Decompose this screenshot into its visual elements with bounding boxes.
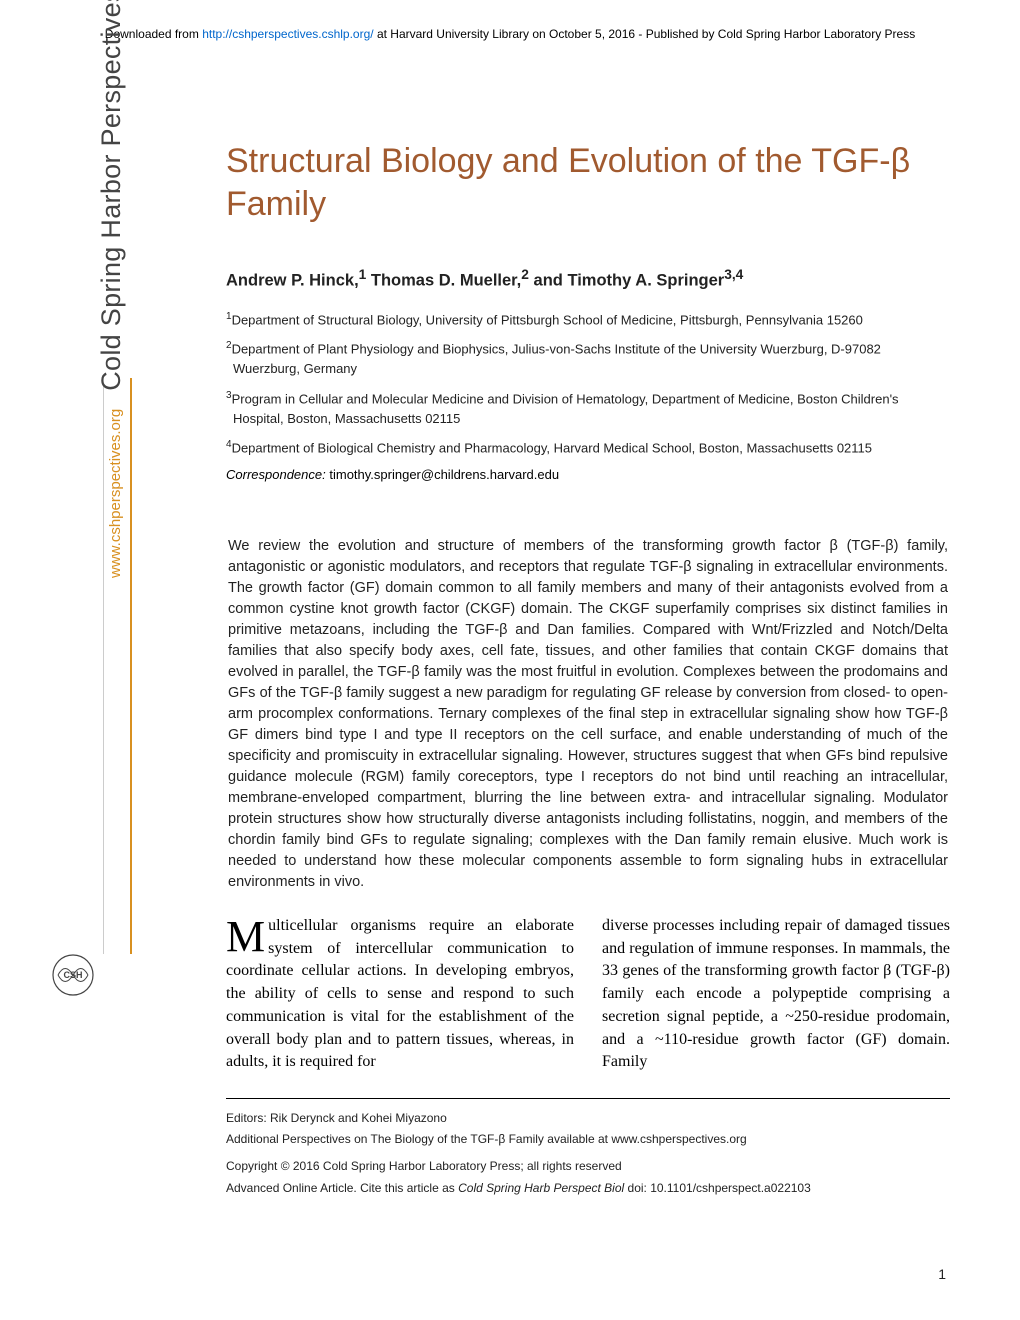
affiliation-3: 3Program in Cellular and Molecular Medic… bbox=[226, 388, 950, 430]
download-header: Downloaded from http://cshperspectives.c… bbox=[0, 0, 1020, 43]
affiliation-1: 1Department of Structural Biology, Unive… bbox=[226, 309, 950, 330]
journal-url: www.cshperspectives.org bbox=[107, 409, 124, 578]
sidebar-divider-accent bbox=[130, 378, 132, 954]
csh-logo: CSH bbox=[48, 950, 98, 1000]
editors-line: Editors: Rik Derynck and Kohei Miyazono bbox=[226, 1109, 950, 1128]
body-columns: Multicellular organisms require an elabo… bbox=[226, 915, 950, 1074]
correspondence-label: Correspondence: bbox=[226, 467, 326, 482]
download-url[interactable]: http://cshperspectives.cshlp.org/ bbox=[202, 27, 373, 41]
additional-perspectives-line: Additional Perspectives on The Biology o… bbox=[226, 1130, 950, 1149]
download-suffix: at Harvard University Library on October… bbox=[374, 27, 916, 41]
affiliation-4: 4Department of Biological Chemistry and … bbox=[226, 437, 950, 458]
body-column-left: Multicellular organisms require an elabo… bbox=[226, 915, 574, 1074]
cite-prefix: Advanced Online Article. Cite this artic… bbox=[226, 1181, 458, 1195]
main-content: Structural Biology and Evolution of the … bbox=[226, 140, 950, 1200]
correspondence: Correspondence: timothy.springer@childre… bbox=[226, 467, 950, 482]
abstract: We review the evolution and structure of… bbox=[226, 536, 950, 893]
affiliations: 1Department of Structural Biology, Unive… bbox=[226, 309, 950, 459]
affiliation-2: 2Department of Plant Physiology and Biop… bbox=[226, 338, 950, 380]
body-column-right: diverse processes including repair of da… bbox=[602, 915, 950, 1074]
cite-journal: Cold Spring Harb Perspect Biol bbox=[458, 1181, 624, 1195]
journal-name: Cold Spring Harbor Perspectives in Biolo… bbox=[96, 0, 127, 391]
cite-suffix: doi: 10.1101/cshperspect.a022103 bbox=[624, 1181, 811, 1195]
svg-text:CSH: CSH bbox=[63, 970, 82, 980]
page-number: 1 bbox=[938, 1266, 946, 1282]
footer-divider bbox=[226, 1098, 950, 1099]
article-title: Structural Biology and Evolution of the … bbox=[226, 140, 950, 225]
authors: Andrew P. Hinck,1 Thomas D. Mueller,2 an… bbox=[226, 267, 950, 291]
copyright-line: Copyright © 2016 Cold Spring Harbor Labo… bbox=[226, 1157, 950, 1176]
dropcap: M bbox=[226, 915, 268, 955]
correspondence-email: timothy.springer@childrens.harvard.edu bbox=[329, 467, 559, 482]
footer-notes: Editors: Rik Derynck and Kohei Miyazono … bbox=[226, 1109, 950, 1198]
body-col1-text: ulticellular organisms require an elabor… bbox=[226, 917, 574, 1070]
sidebar-branding: www.cshperspectives.org Cold Spring Harb… bbox=[96, 0, 127, 578]
cite-line: Advanced Online Article. Cite this artic… bbox=[226, 1179, 950, 1198]
body-col2-text: diverse processes including repair of da… bbox=[602, 917, 950, 1070]
